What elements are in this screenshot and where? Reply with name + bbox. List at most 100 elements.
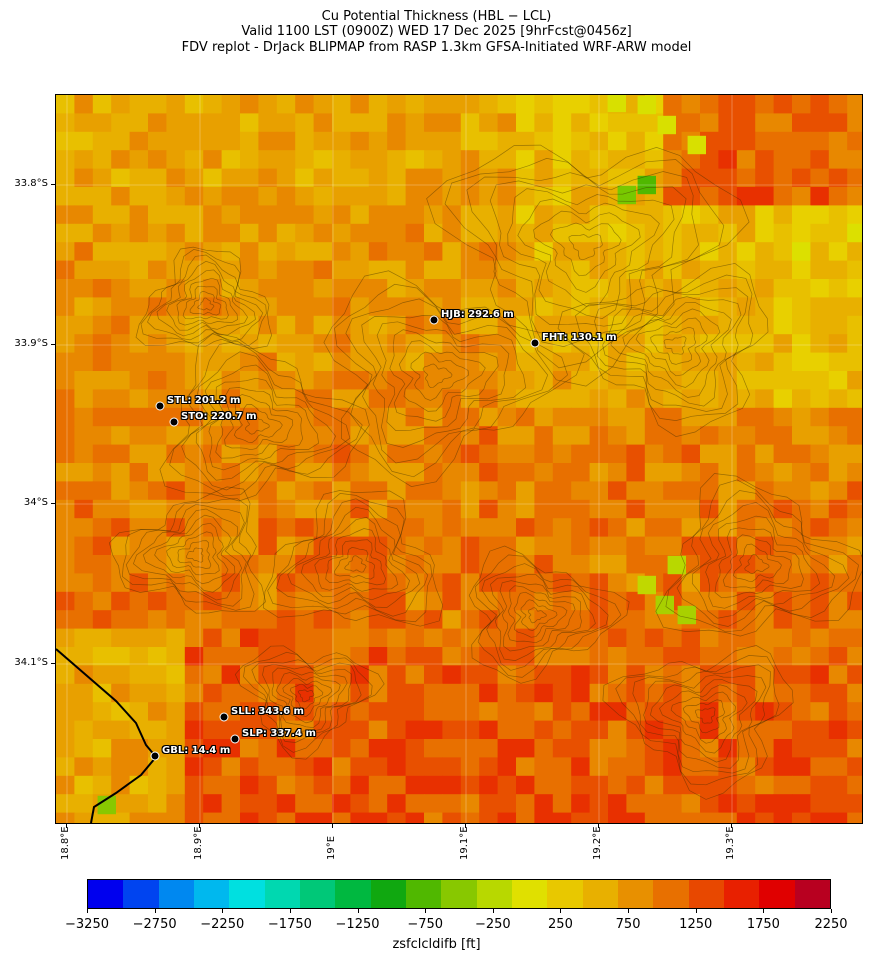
field-cell [847,536,862,556]
field-cell [387,334,407,354]
field-cell [276,407,296,427]
field-cell [203,555,223,574]
field-cell [626,499,646,519]
field-cell [92,352,112,372]
site-marker-fht[interactable] [530,338,540,348]
field-cell [663,426,683,446]
field-cell [644,426,664,446]
field-cell [221,610,241,630]
field-cell [424,389,443,409]
site-marker-sto[interactable] [169,417,179,427]
field-cell [589,683,609,703]
field-cell [442,426,462,446]
field-cell [663,352,683,372]
field-cell [166,205,186,225]
field-cell [773,757,793,777]
field-cell [608,113,627,133]
field-cell [773,518,793,538]
field-cell [203,205,223,225]
field-cell [295,647,315,666]
field-cell [56,315,75,335]
site-marker-stl[interactable] [155,401,165,411]
field-cell [74,279,94,298]
field-cell [74,297,94,317]
site-marker-gbl[interactable] [150,751,160,761]
field-cell [681,113,701,133]
map-area[interactable] [55,94,863,824]
field-cell [129,260,149,280]
field-cell [773,683,793,703]
field-cell [258,334,278,354]
site-marker-hjb[interactable] [429,315,439,325]
field-cell [148,720,167,740]
field-cell [718,260,738,280]
field-cell [148,573,167,593]
terrain-contour [722,534,792,589]
field-cell [608,647,627,666]
title-line-2: Valid 1100 LST (0900Z) WED 17 Dec 2025 [… [241,24,632,39]
field-cell [460,499,480,519]
field-cell [552,334,572,354]
field-cell [148,223,167,243]
field-cell [405,223,425,243]
field-cell [736,665,756,685]
field-cell [479,481,499,501]
lat-label-33-9: 33.9°S [14,338,48,349]
field-cell [736,279,756,298]
field-cell [258,518,278,538]
field-cell [460,555,480,574]
field-cell [792,279,811,298]
field-cell [56,95,75,114]
field-cell [424,739,443,758]
field-cell [405,812,425,823]
field-cell [479,168,499,188]
field-cell [184,260,204,280]
field-cell [589,610,609,630]
colorbar-tick-mark [492,909,494,913]
field-cell [56,389,75,409]
field-cell [258,260,278,280]
terrain-contour [275,498,429,617]
terrain-contour [169,340,363,497]
terrain-contour [533,210,641,293]
field-cell [608,389,627,409]
field-cell [589,775,609,795]
field-cell [516,352,535,372]
field-cell [718,315,738,335]
field-cell [405,647,425,666]
field-cell [736,775,756,795]
field-cell [313,702,333,722]
field-cell [608,315,627,335]
field-cell [847,113,862,133]
field-cell [221,499,241,519]
field-cell [847,352,862,372]
field-cell [92,168,112,188]
field-cell [571,775,591,795]
site-marker-sll[interactable] [219,712,229,722]
field-cell [516,187,535,206]
field-cell [129,168,149,188]
field-cell [516,665,535,685]
field-cell [74,426,94,446]
field-cell [184,683,204,703]
field-cell [497,647,517,666]
site-marker-slp[interactable] [230,734,240,744]
field-cell [589,573,609,593]
terrain-contour [744,553,770,575]
field-cell [203,812,223,823]
field-cell [92,95,112,114]
field-cell [534,794,554,814]
field-cell [295,426,315,446]
field-cell [755,279,775,298]
field-cell [608,518,627,538]
colorbar-tick-mark [763,909,765,913]
field-cell [56,812,75,823]
field-cell [497,812,517,823]
field-cell [497,242,517,262]
field-cell [552,389,572,409]
field-cell [74,610,94,630]
field-cell [92,683,112,703]
field-cell [258,610,278,630]
field-cell [240,205,259,225]
field-cell [773,205,793,225]
